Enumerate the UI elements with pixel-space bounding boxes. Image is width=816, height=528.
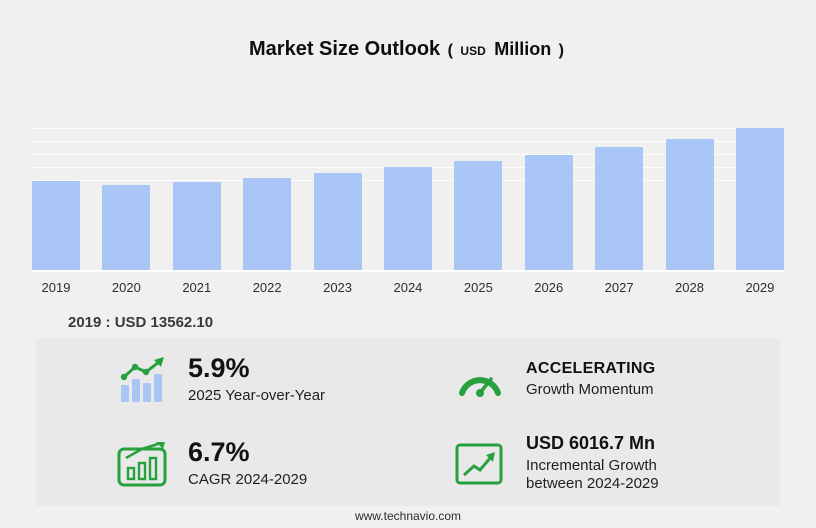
market-size-bar-chart: 2019 2020 2021 2022 2023 2024 2025 2026 2027 2028… [32,128,784,295]
x-tick-2020: 2020 [111,280,141,295]
yoy-bar-chart-icon [116,355,168,405]
bar-2024 [383,167,432,270]
title-paren-open: ( [447,42,453,59]
bar-2028 [665,138,714,270]
bar-2023 [313,173,362,270]
title-currency-unit: USD [460,44,486,58]
x-tick-2023: 2023 [323,280,353,295]
x-tick-2026: 2026 [534,280,564,295]
stat-text: 5.9% 2025 Year-over-Year [188,354,325,405]
bar-2019 [32,181,80,270]
x-tick-2029: 2029 [745,280,775,295]
stat-momentum: ACCELERATING Growth Momentum [408,338,780,422]
website-url: www.technavio.com [354,509,462,523]
bar-2025 [454,161,503,270]
bar-2027 [595,147,644,270]
incremental-value: USD 6016.7 Mn [526,432,656,453]
stat-text: USD 6016.7 Mn Incremental Growth between… [526,432,701,494]
gridline [32,128,784,129]
x-tick-2025: 2025 [463,280,493,295]
x-tick-2027: 2027 [604,280,634,295]
title-paren-close: ) [558,42,564,59]
title-magnitude-unit: Million [494,39,552,59]
bar-plot [32,128,784,272]
bar-2021 [172,182,221,270]
bar-2020 [102,184,151,270]
cagr-value: 6.7% [188,437,250,468]
bar-2029 [735,128,784,270]
title-text: Market Size Outlook [249,38,441,60]
bar-2022 [243,177,292,270]
yoy-label: 2025 Year-over-Year [188,386,326,404]
gridline [32,154,784,155]
stat-incremental: USD 6016.7 Mn Incremental Growth between… [408,422,780,506]
yoy-value: 5.9% [188,353,250,384]
momentum-label: Growth Momentum [526,380,654,398]
stats-panel: 5.9% 2025 Year-over-Year ACCELERATING Gr… [36,338,780,506]
momentum-value: ACCELERATING [526,360,656,378]
stat-cagr: 6.7% CAGR 2024-2029 [36,422,408,506]
cagr-chart-icon [116,440,168,488]
incremental-label: Incremental Growth between 2024-2029 [526,456,659,493]
x-axis-labels: 2019 2020 2021 2022 2023 2024 2025 2026 2027 2028… [32,280,784,295]
stat-text: 6.7% CAGR 2024-2029 [188,438,307,489]
x-tick-2024: 2024 [393,280,423,295]
incremental-growth-icon [454,440,506,488]
chart-title: Market Size Outlook ( USD Million ) [0,38,816,61]
x-tick-2022: 2022 [252,280,282,295]
base-year-value: 2019 : USD 13562.10 [68,314,214,331]
x-tick-2021: 2021 [182,280,212,295]
x-tick-2019: 2019 [41,280,71,295]
bar-2026 [524,154,573,270]
x-tick-2028: 2028 [675,280,704,295]
cagr-label: CAGR 2024-2029 [188,470,308,488]
stat-text: ACCELERATING Growth Momentum [526,360,656,399]
gridline [32,141,784,142]
speedometer-icon [454,360,506,400]
stat-yoy: 5.9% 2025 Year-over-Year [36,338,408,422]
